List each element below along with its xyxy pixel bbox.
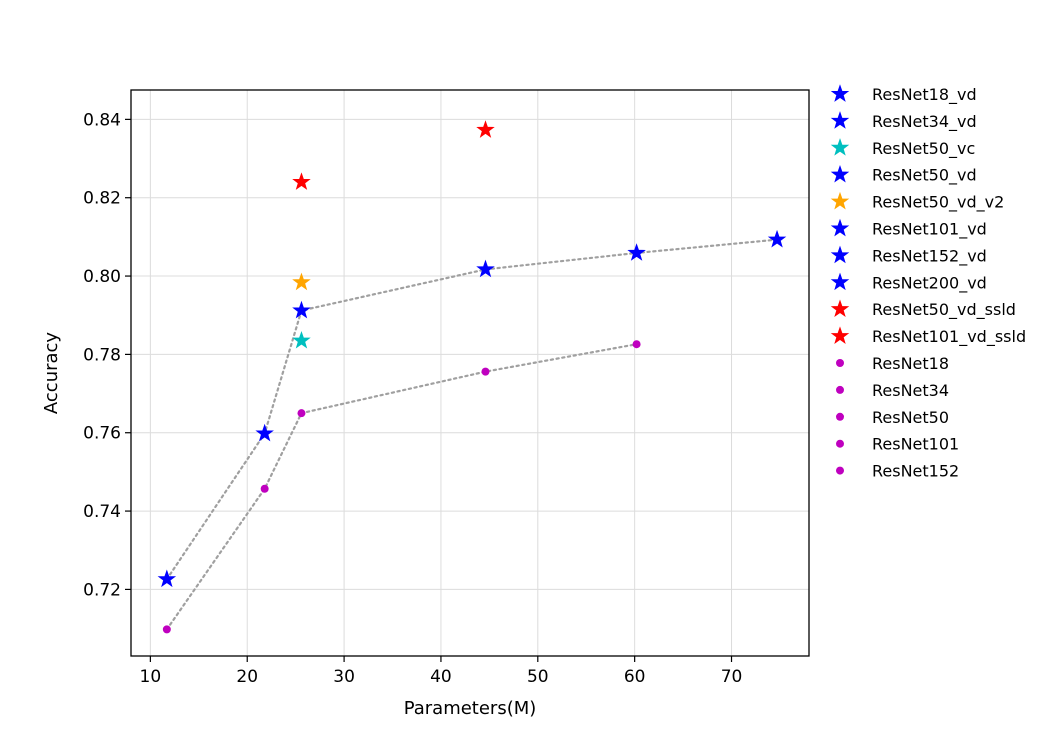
legend: ResNet18_vd ResNet34_vd ResNet50_vc ResNet5… (830, 84, 1026, 481)
x-axis-label: Parameters(M) (404, 698, 537, 719)
y-tick-label: 0.84 (83, 110, 121, 130)
trend-line-1 (165, 238, 779, 581)
x-tick-label: 70 (721, 667, 743, 687)
point-resnet152-vd (627, 243, 646, 261)
point-resnet200-vd (767, 229, 787, 248)
point-resnet50-vd-v2 (292, 272, 311, 291)
y-tick-label: 0.74 (83, 502, 121, 522)
legend-label-resnet50-vd-ssld: ResNet50_vd_ssld (872, 300, 1016, 320)
legend-marker-resnet152-vd (830, 245, 850, 264)
point-resnet18-vd (157, 569, 177, 588)
legend-label-resnet34-vd: ResNet34_vd (872, 112, 977, 132)
legend-marker-resnet18-vd (830, 84, 850, 102)
legend-marker-resnet50 (836, 412, 844, 421)
point-resnet50-vd (292, 300, 311, 319)
legend-label-resnet101-vd-ssld: ResNet101_vd_ssld (872, 327, 1026, 347)
legend-marker-resnet101 (836, 439, 844, 448)
legend-marker-resnet101-vd (830, 218, 850, 237)
legend-marker-resnet50-vd (830, 164, 850, 183)
legend-label-resnet18-vd: ResNet18_vd (872, 85, 977, 105)
legend-label-resnet50-vd: ResNet50_vd (872, 166, 977, 186)
legend-label-resnet50-vc: ResNet50_vc (872, 139, 975, 159)
legend-label-resnet34: ResNet34 (872, 381, 949, 400)
y-tick-label: 0.72 (83, 580, 121, 600)
legend-label-resnet200-vd: ResNet200_vd (872, 273, 987, 293)
point-resnet34 (260, 484, 269, 493)
x-tick-label: 30 (333, 667, 355, 687)
x-tick-label: 20 (236, 667, 258, 687)
legend-label-resnet152-vd: ResNet152_vd (872, 246, 987, 266)
legend-marker-resnet18 (836, 359, 844, 367)
axis-ticks: 10 20 30 40 50 60 70 0.72 0.74 0.76 0.78 0.80 0.82 0.… (83, 110, 742, 687)
plot-frame (130, 89, 810, 657)
legend-label-resnet101: ResNet101 (872, 435, 959, 454)
legend-label-resnet50: ResNet50 (872, 408, 949, 427)
legend-label-resnet50-vd-v2: ResNet50_vd_v2 (872, 193, 1004, 213)
legend-label-resnet152: ResNet152 (872, 462, 959, 481)
legend-marker-resnet34-vd (830, 111, 850, 129)
y-tick-label: 0.80 (83, 267, 121, 287)
legend-marker-resnet50-vd-ssld (830, 299, 850, 318)
x-tick-label: 60 (624, 667, 646, 687)
point-resnet50-vd-ssld (292, 172, 311, 190)
y-tick-label: 0.82 (83, 189, 121, 209)
x-tick-label: 40 (430, 667, 452, 687)
point-resnet101-vd-ssld (476, 120, 495, 138)
y-tick-label: 0.76 (83, 424, 121, 444)
point-resnet18 (162, 625, 171, 634)
point-resnet101 (481, 367, 490, 376)
x-tick-label: 10 (140, 667, 162, 687)
data-points (157, 120, 787, 634)
legend-marker-resnet152 (836, 466, 844, 475)
point-resnet50 (297, 409, 306, 418)
legend-marker-resnet101-vd-ssld (830, 326, 850, 344)
y-tick-label: 0.78 (83, 345, 121, 365)
legend-marker-resnet34 (836, 385, 844, 394)
legend-marker-resnet200-vd (830, 272, 850, 291)
point-resnet34-vd (255, 423, 274, 442)
legend-marker-resnet50-vc (830, 138, 850, 156)
y-axis-label: Accuracy (41, 332, 62, 415)
legend-marker-resnet50-vd-v2 (830, 191, 850, 210)
grid (131, 90, 809, 656)
legend-label-resnet18: ResNet18 (872, 354, 949, 373)
x-tick-label: 50 (527, 667, 549, 687)
legend-label-resnet101-vd: ResNet101_vd (872, 220, 987, 240)
point-resnet152 (632, 340, 641, 349)
point-resnet50-vc (292, 330, 311, 349)
point-resnet101-vd (476, 259, 495, 278)
